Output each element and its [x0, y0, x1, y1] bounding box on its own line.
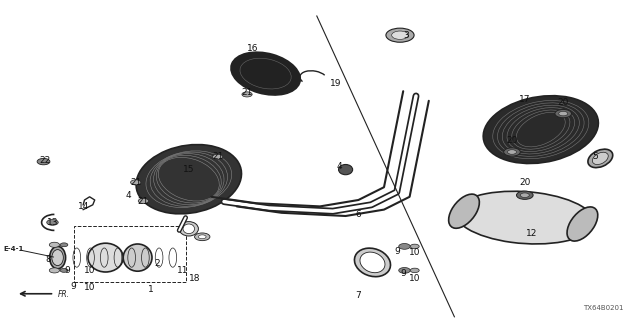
- Circle shape: [47, 220, 58, 225]
- Circle shape: [508, 150, 516, 154]
- Circle shape: [386, 28, 414, 42]
- Text: 10: 10: [409, 248, 420, 257]
- Text: 14: 14: [77, 202, 89, 211]
- Ellipse shape: [456, 191, 594, 244]
- Circle shape: [242, 92, 252, 97]
- Text: 21: 21: [138, 197, 149, 206]
- Circle shape: [198, 235, 206, 239]
- Text: 21: 21: [241, 88, 253, 97]
- Circle shape: [399, 244, 410, 249]
- Ellipse shape: [593, 152, 608, 164]
- Ellipse shape: [567, 207, 598, 241]
- Text: 19: 19: [330, 79, 342, 88]
- Text: 20: 20: [506, 136, 518, 145]
- Circle shape: [60, 268, 68, 272]
- Circle shape: [37, 158, 50, 165]
- Circle shape: [60, 243, 68, 247]
- Text: TX64B0201: TX64B0201: [584, 305, 624, 311]
- Ellipse shape: [355, 248, 390, 277]
- Circle shape: [138, 198, 148, 204]
- Circle shape: [410, 244, 419, 249]
- Text: 18: 18: [189, 274, 201, 283]
- Circle shape: [399, 268, 410, 273]
- Ellipse shape: [483, 96, 598, 164]
- Text: 21: 21: [130, 178, 141, 187]
- Bar: [74, 226, 186, 282]
- Ellipse shape: [231, 52, 300, 95]
- Ellipse shape: [50, 246, 65, 269]
- Ellipse shape: [88, 243, 124, 272]
- Text: 12: 12: [525, 229, 537, 238]
- Circle shape: [410, 268, 419, 273]
- Text: 3: 3: [404, 31, 409, 40]
- Text: 9: 9: [65, 266, 70, 275]
- Circle shape: [212, 154, 223, 159]
- Ellipse shape: [183, 224, 195, 234]
- Ellipse shape: [136, 145, 241, 214]
- Text: 15: 15: [183, 165, 195, 174]
- Circle shape: [559, 111, 568, 116]
- Ellipse shape: [52, 250, 63, 266]
- Text: 9: 9: [394, 247, 399, 256]
- Text: 17: 17: [519, 95, 531, 104]
- Ellipse shape: [339, 164, 353, 175]
- Ellipse shape: [449, 194, 479, 228]
- Circle shape: [49, 268, 60, 273]
- Circle shape: [555, 109, 572, 118]
- Text: 4: 4: [337, 162, 342, 171]
- Text: 9: 9: [71, 282, 76, 291]
- Text: 22: 22: [39, 156, 51, 164]
- Text: 16: 16: [247, 44, 259, 52]
- Text: 20: 20: [557, 98, 569, 107]
- Text: 2: 2: [154, 260, 159, 268]
- Ellipse shape: [360, 252, 385, 273]
- Text: 8: 8: [45, 255, 51, 264]
- Circle shape: [392, 31, 408, 39]
- Text: 5: 5: [593, 152, 598, 161]
- Circle shape: [131, 180, 141, 185]
- Text: 10: 10: [409, 274, 420, 283]
- Text: 13: 13: [47, 218, 58, 227]
- Text: 4: 4: [125, 191, 131, 200]
- Text: 11: 11: [177, 266, 188, 275]
- Circle shape: [504, 148, 520, 156]
- Ellipse shape: [179, 222, 198, 236]
- Text: E-4-1: E-4-1: [3, 246, 24, 252]
- Circle shape: [195, 233, 210, 241]
- Text: 9: 9: [401, 269, 406, 278]
- Text: 1: 1: [148, 285, 153, 294]
- Text: 7: 7: [356, 292, 361, 300]
- Ellipse shape: [123, 244, 152, 271]
- Text: 21: 21: [212, 152, 223, 161]
- Text: 10: 10: [84, 266, 95, 275]
- Text: 10: 10: [84, 284, 95, 292]
- Circle shape: [516, 191, 533, 199]
- Text: 6: 6: [356, 210, 361, 219]
- Circle shape: [520, 193, 529, 197]
- Text: 20: 20: [519, 178, 531, 187]
- Ellipse shape: [588, 149, 612, 168]
- Text: FR.: FR.: [58, 290, 70, 299]
- Circle shape: [49, 242, 60, 247]
